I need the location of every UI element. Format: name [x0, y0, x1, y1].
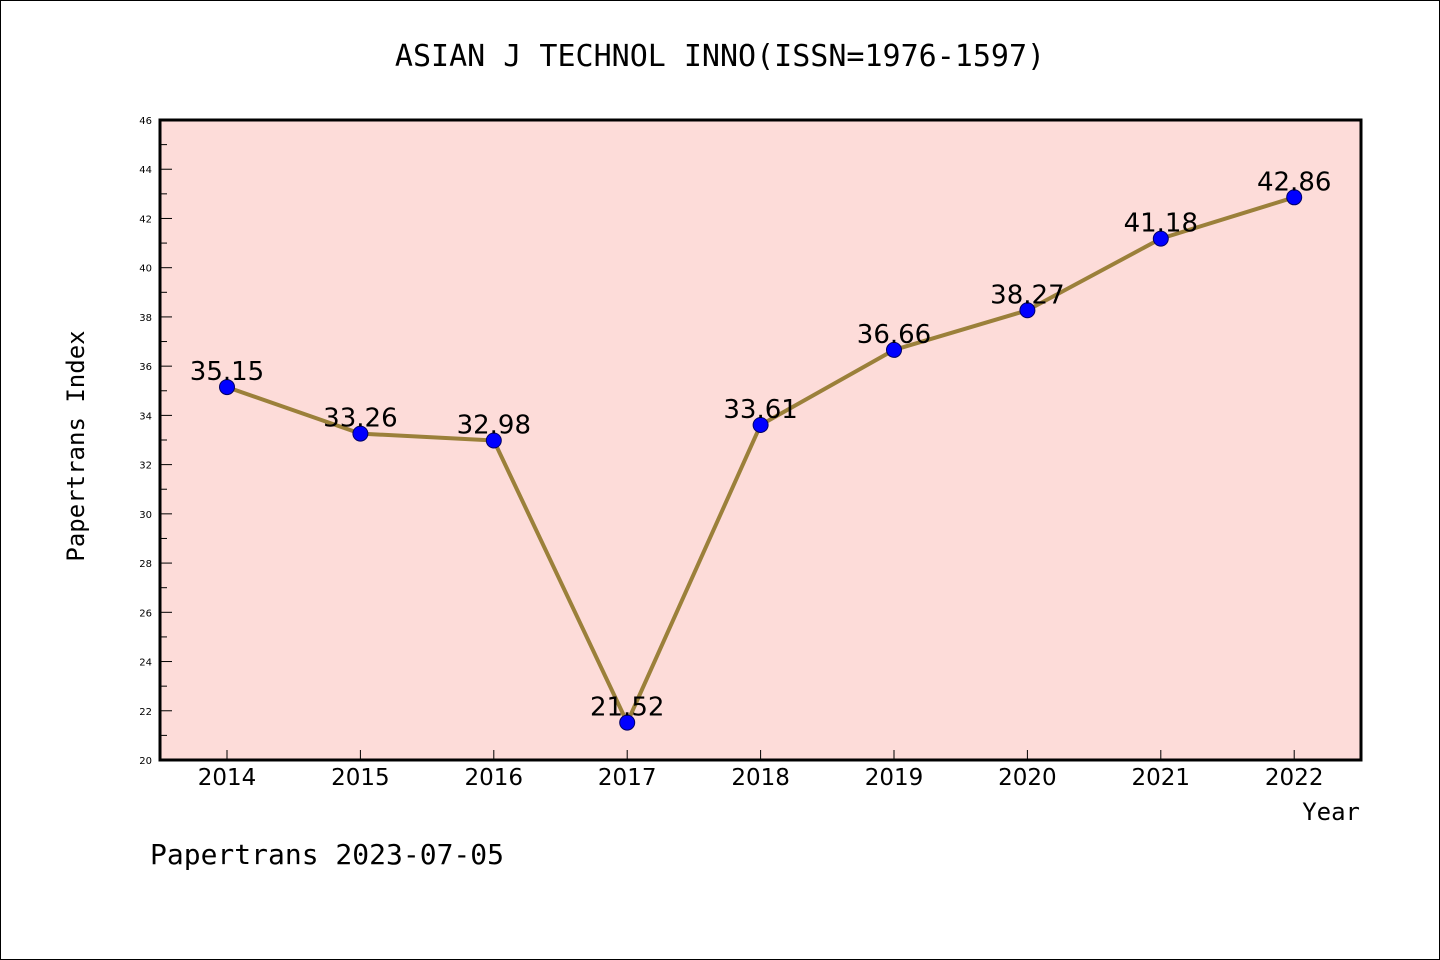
x-axis: 2014 2015 2016 2017 2018 2019 2020 2021 2022	[198, 750, 1324, 791]
x-tick-label: 2016	[465, 765, 524, 791]
y-tick-label: 32	[139, 461, 152, 472]
y-tick-label: 22	[139, 707, 152, 718]
y-axis-label: Papertrans Index	[62, 330, 90, 561]
y-axis: 20 22 24 26 28 30 32 34 36 38 40 42 44 46	[139, 116, 172, 767]
x-tick-label: 2020	[998, 765, 1057, 791]
data-label: 33.26	[323, 404, 397, 434]
data-label: 35.15	[190, 357, 264, 387]
data-label: 32.98	[457, 410, 531, 440]
y-tick-label: 30	[139, 510, 152, 521]
x-tick-label: 2014	[198, 765, 257, 791]
y-tick-label: 42	[139, 214, 152, 225]
data-label: 33.61	[723, 395, 797, 425]
x-tick-label: 2019	[865, 765, 924, 791]
y-tick-label: 44	[139, 165, 152, 176]
data-point	[1019, 302, 1036, 319]
y-tick-label: 40	[139, 264, 152, 275]
x-axis-label: Year	[1302, 798, 1360, 826]
y-tick-label: 20	[139, 756, 152, 767]
data-label: 21.52	[590, 693, 664, 723]
data-labels: 35.15 33.26 32.98 21.52 33.61 36.66 38.27 41.18…	[190, 167, 1332, 722]
y-tick-label: 38	[139, 313, 152, 324]
y-tick-label: 24	[139, 658, 152, 669]
data-label: 41.18	[1124, 209, 1198, 239]
data-points	[219, 189, 1303, 731]
y-tick-label: 36	[139, 362, 152, 373]
data-point	[1152, 230, 1169, 247]
y-tick-label: 28	[139, 559, 152, 570]
data-point	[352, 425, 369, 442]
data-point	[1286, 189, 1303, 206]
x-tick-label: 2017	[598, 765, 657, 791]
y-tick-label: 26	[139, 608, 152, 619]
footer-date: Papertrans 2023-07-05	[150, 838, 504, 871]
data-point	[752, 416, 769, 433]
data-label: 38.27	[990, 280, 1064, 310]
data-label: 42.86	[1257, 167, 1331, 197]
data-label: 36.66	[857, 320, 931, 350]
x-tick-label: 2015	[331, 765, 390, 791]
data-point	[886, 341, 902, 358]
data-point	[619, 714, 636, 731]
data-point	[219, 379, 235, 396]
data-point	[485, 432, 502, 449]
x-tick-label: 2022	[1265, 765, 1324, 791]
y-tick-label: 46	[139, 116, 152, 127]
x-tick-label: 2021	[1132, 765, 1191, 791]
y-tick-label: 34	[139, 411, 152, 422]
x-tick-label: 2018	[731, 765, 790, 791]
chart-title: ASIAN J TECHNOL INNO(ISSN=1976-1597)	[395, 39, 1045, 74]
